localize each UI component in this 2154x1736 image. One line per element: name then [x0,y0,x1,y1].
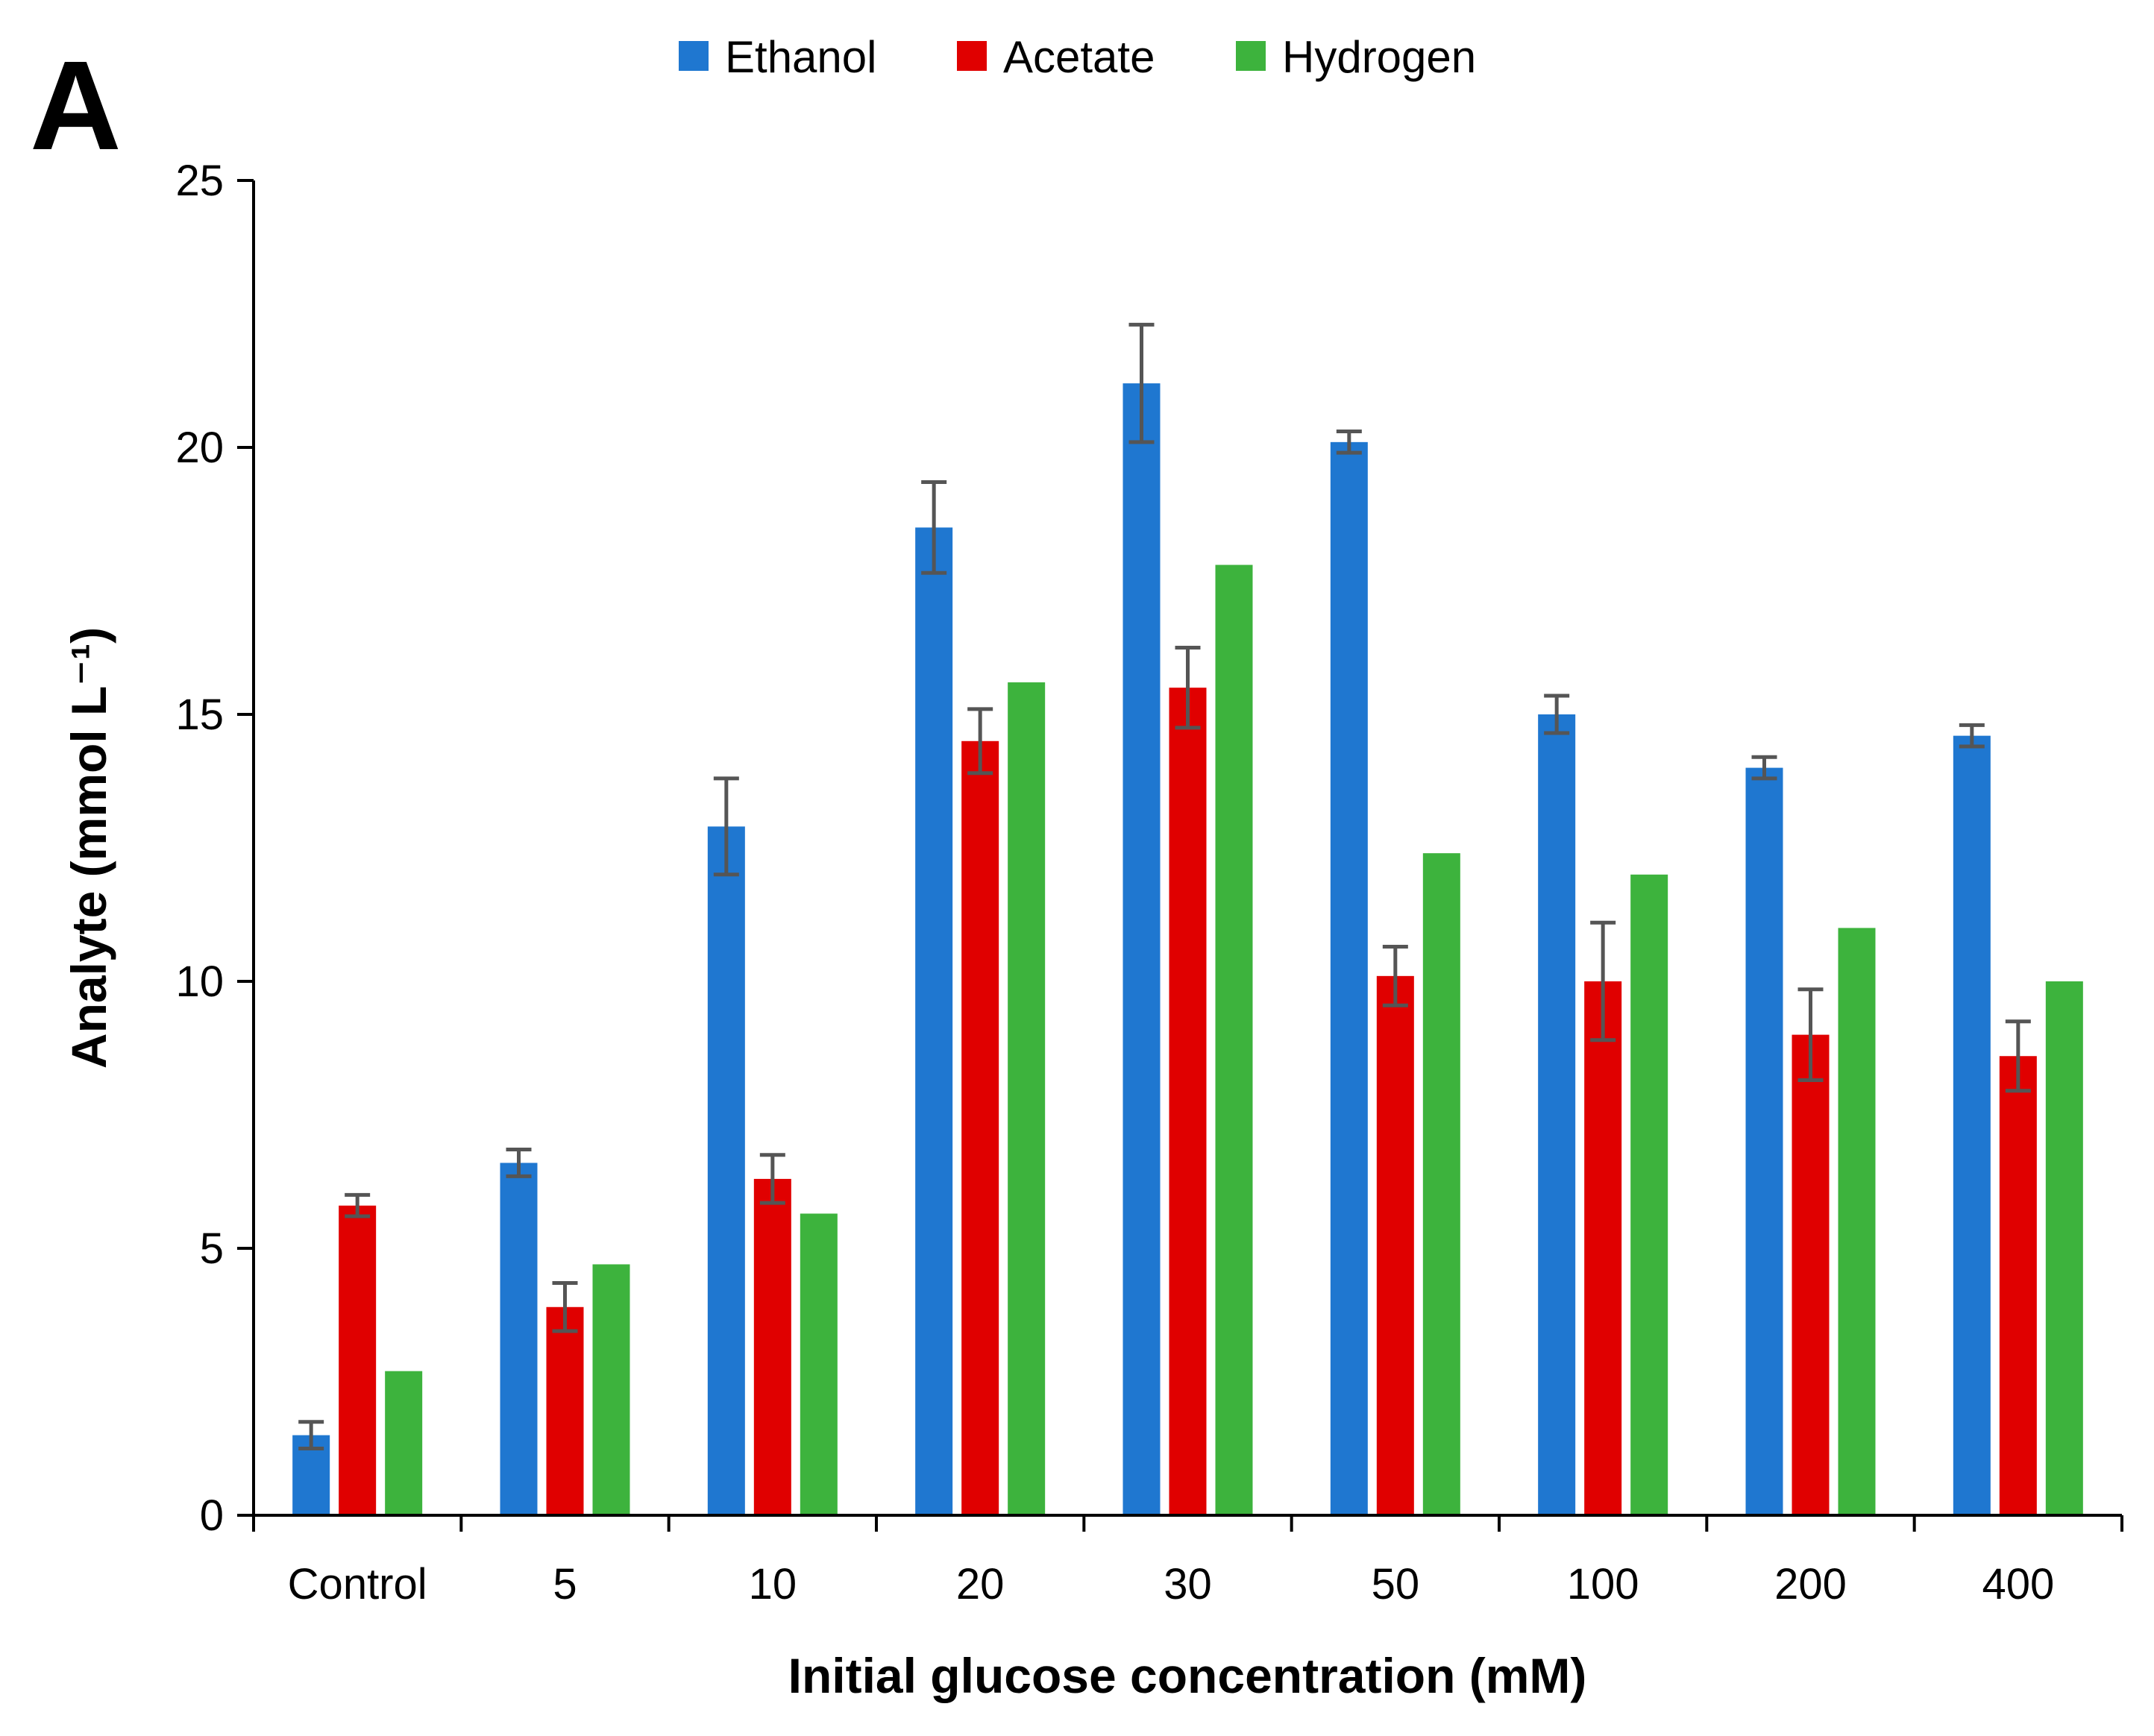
bar-ethanol [1745,767,1783,1515]
bar-hydrogen [592,1264,630,1515]
y-tick-label: 10 [175,957,224,1006]
y-tick-label: 25 [175,157,224,205]
bar-acetate [961,740,999,1515]
legend-label-hydrogen: Hydrogen [1282,32,1476,82]
bar-ethanol [1330,441,1368,1515]
y-tick-label: 20 [175,424,224,472]
y-axis-ticks [237,179,2123,1532]
bar-acetate [1584,981,1622,1515]
bar-hydrogen [1838,928,1876,1515]
x-tick-label: Control [288,1560,427,1608]
legend-label-acetate: Acetate [1003,32,1155,82]
x-tick-labels: Control 5 10 20 30 50 100 200 400 [288,1560,2055,1608]
bar-hydrogen [385,1371,423,1515]
bar-hydrogen [2045,981,2083,1515]
bar-acetate [1999,1056,2037,1515]
bar-hydrogen [1422,853,1460,1515]
panel-label: A [30,35,122,177]
x-tick-label: 100 [1567,1560,1639,1608]
bar-ethanol [1538,714,1576,1515]
bar-acetate [546,1306,584,1515]
legend-swatch-acetate [957,41,987,71]
x-axis-title: Initial glucose concentration (mM) [788,1648,1587,1703]
bar-acetate [1169,688,1207,1516]
legend-label-ethanol: Ethanol [725,32,877,82]
legend: Ethanol Acetate Hydrogen [679,32,1476,82]
x-tick-label: 30 [1164,1560,1212,1608]
bar-acetate [753,1178,791,1515]
bar-hydrogen [1008,682,1046,1515]
bar-series [292,383,2083,1516]
y-tick-labels: 0 5 10 15 20 25 [175,157,224,1540]
bar-acetate [1792,1034,1830,1515]
bar-hydrogen [800,1213,838,1515]
legend-swatch-ethanol [679,41,709,71]
bar-ethanol [1122,383,1161,1515]
bar-ethanol [915,527,953,1515]
bar-ethanol [1953,735,1991,1515]
y-tick-label: 0 [200,1491,224,1540]
x-tick-label: 10 [749,1560,797,1608]
y-axis-title: Analyte (mmol L⁻¹) [61,627,116,1069]
legend-swatch-hydrogen [1236,41,1266,71]
bar-hydrogen [1215,564,1253,1515]
bar-acetate [339,1205,377,1515]
bar-acetate [1376,975,1414,1515]
y-tick-label: 5 [200,1224,224,1273]
bar-ethanol [707,826,745,1515]
bar-hydrogen [1630,874,1668,1515]
error-bars [298,322,2031,1450]
bar-ethanol [500,1163,538,1515]
x-tick-label: 400 [1982,1560,2054,1608]
y-tick-label: 15 [175,691,224,739]
x-tick-label: 50 [1372,1560,1420,1608]
x-tick-label: 5 [553,1560,577,1608]
x-tick-label: 200 [1774,1560,1847,1608]
x-tick-label: 20 [956,1560,1005,1608]
